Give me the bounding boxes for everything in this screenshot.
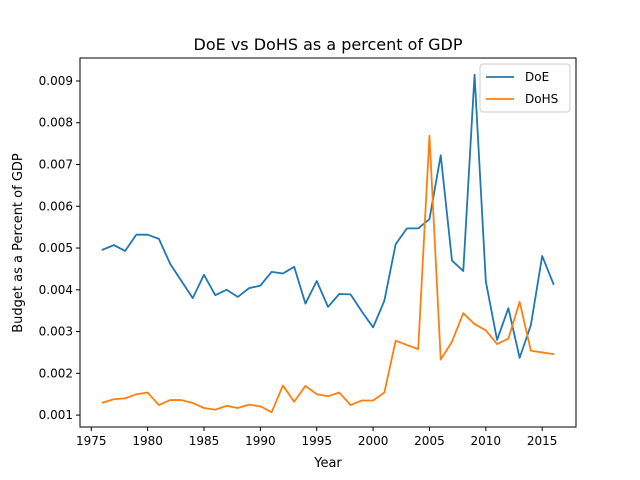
x-tick-label: 2015 [527,434,558,448]
x-tick-label: 1995 [301,434,332,448]
plot-frame [79,57,577,428]
y-axis: 0.001 0.002 0.003 0.004 0.005 0.006 0.007 0.008… [39,74,80,422]
series-line-dohs [101,134,555,414]
legend-box [479,63,571,113]
y-tick-label: 0.009 [39,74,73,88]
y-tick-label: 0.008 [39,116,73,130]
legend-label-doe: DoE [525,70,549,84]
x-tick-label: 1980 [132,434,163,448]
x-tick-label: 2005 [414,434,445,448]
series-line-doe [101,73,555,359]
y-tick-label: 0.002 [39,366,73,380]
y-tick-label: 0.007 [39,158,73,172]
legend-label-dohs: DoHS [525,92,558,106]
y-tick-label: 0.003 [39,325,73,339]
x-tick-label: 2000 [358,434,389,448]
y-tick-label: 0.001 [39,408,73,422]
x-axis-label: Year [313,456,342,471]
x-axis: 1975 1980 1985 1990 1995 2000 2005 2010 2015 [76,427,557,448]
x-tick-label: 1985 [189,434,220,448]
y-tick-label: 0.006 [39,199,73,213]
x-tick-label: 1975 [76,434,107,448]
y-tick-label: 0.005 [39,241,73,255]
legend: DoE DoHS [479,63,571,113]
plot-content [101,73,555,414]
chart-title: DoE vs DoHS as a percent of GDP [194,35,463,54]
x-tick-label: 2010 [471,434,502,448]
y-tick-label: 0.004 [39,283,73,297]
x-tick-label: 1990 [245,434,276,448]
y-axis-label: Budget as a Percent of GDP [11,153,26,333]
